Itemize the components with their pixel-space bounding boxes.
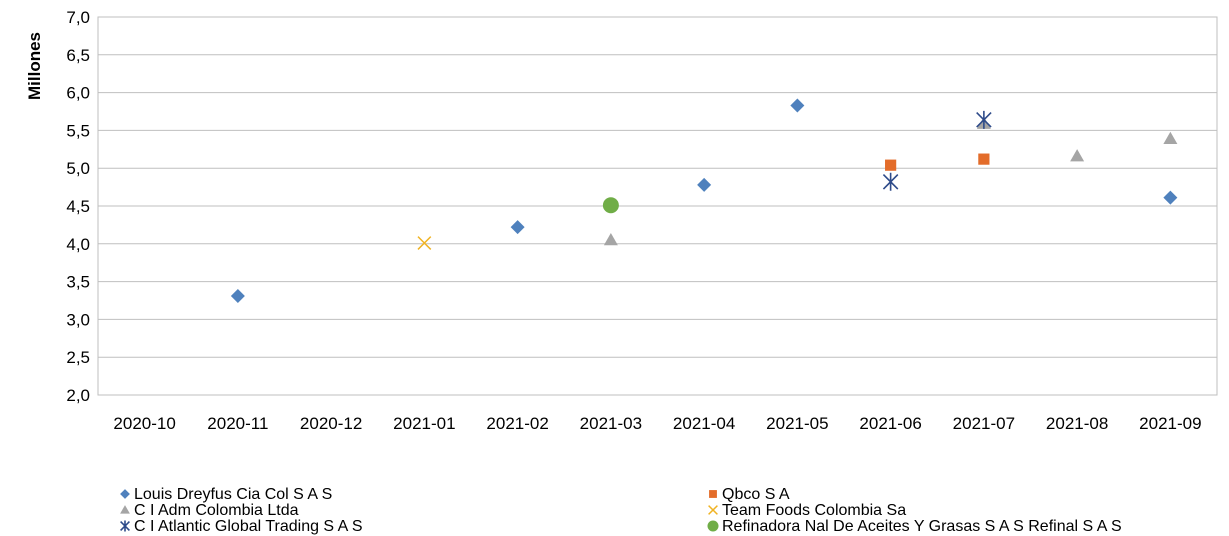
- legend-item: Qbco S A: [706, 486, 790, 504]
- legend-item: Louis Dreyfus Cia Col S A S: [118, 486, 332, 504]
- legend-label: Qbco S A: [722, 486, 790, 503]
- legend-item: Refinadora Nal De Aceites Y Grasas S A S…: [706, 518, 1122, 536]
- y-tick-label: 5,5: [66, 121, 90, 140]
- y-tick-label: 5,0: [66, 159, 90, 178]
- x-tick-label: 2021-04: [673, 414, 735, 433]
- data-point-x: [417, 236, 432, 250]
- data-point-diamond: [697, 177, 712, 192]
- legend-marker-square: [709, 490, 717, 498]
- legend-symbol: [708, 505, 718, 515]
- x-tick-label: 2021-03: [580, 414, 642, 433]
- y-tick-label: 6,0: [66, 84, 90, 103]
- legend-item: C I Adm Colombia Ltda: [118, 502, 299, 520]
- x-tick-label: 2021-06: [859, 414, 921, 433]
- y-tick-label: 4,0: [66, 235, 90, 254]
- data-points: [230, 98, 1178, 303]
- legend-label: Refinadora Nal De Aceites Y Grasas S A S…: [722, 518, 1122, 535]
- legend-marker-diamond: [120, 489, 130, 499]
- data-point-circle: [602, 197, 619, 214]
- legend-marker-star: [120, 520, 130, 532]
- x-axis-ticks: 2020-10 2020-11 2020-12 2021-01 2021-02 2021-…: [113, 414, 1201, 433]
- legend-item: C I Atlantic Global Trading S A S: [118, 518, 363, 536]
- data-point-triangle: [1070, 149, 1085, 162]
- data-point-star: [882, 172, 899, 191]
- x-tick-label: 2021-05: [766, 414, 828, 433]
- legend-label: C I Adm Colombia Ltda: [134, 502, 299, 519]
- y-tick-label: 2,5: [66, 348, 90, 367]
- y-tick-label: 7,0: [66, 8, 90, 27]
- legend-marker-triangle: [120, 505, 130, 514]
- plot-area: [97, 16, 1218, 396]
- legend-symbol: [120, 520, 130, 532]
- x-tick-label: 2021-07: [953, 414, 1015, 433]
- legend-symbol: [120, 505, 130, 514]
- gridlines: [97, 16, 1218, 396]
- y-axis-ticks: 2,0 2,5 3,0 3,5 4,0 4,5 5,0 5,5 6,0 6,5 7,0: [66, 8, 90, 405]
- data-point-triangle: [603, 233, 618, 246]
- x-tick-label: 2021-08: [1046, 414, 1108, 433]
- data-point-diamond: [790, 98, 805, 113]
- data-point-star: [976, 110, 992, 129]
- y-tick-label: 3,0: [66, 310, 90, 329]
- data-point-diamond: [1163, 190, 1178, 205]
- data-point-square: [978, 153, 990, 165]
- legend-label: C I Atlantic Global Trading S A S: [134, 518, 363, 535]
- y-axis-label: Millones: [25, 32, 44, 100]
- legend-label: Team Foods Colombia Sa: [722, 502, 907, 519]
- x-tick-label: 2020-12: [300, 414, 362, 433]
- legend-label: Louis Dreyfus Cia Col S A S: [134, 486, 333, 503]
- y-tick-label: 4,5: [66, 197, 90, 216]
- x-tick-label: 2021-01: [393, 414, 455, 433]
- legend-symbol: [709, 490, 717, 498]
- y-tick-label: 6,5: [66, 46, 90, 65]
- legend-marker-x: [708, 505, 718, 515]
- data-point-diamond: [510, 220, 525, 235]
- data-point-triangle: [1163, 131, 1178, 144]
- scatter-chart: 2,0 2,5 3,0 3,5 4,0 4,5 5,0 5,5 6,0 6,5 7,0 2020-1…: [25, 8, 1218, 433]
- x-tick-label: 2020-11: [207, 414, 268, 433]
- y-tick-label: 2,0: [66, 386, 90, 405]
- data-point-diamond: [230, 288, 245, 303]
- legend-marker-circle: [707, 520, 719, 532]
- legend: Louis Dreyfus Cia Col S A S Qbco S A C I A…: [118, 486, 1218, 536]
- legend-symbol: [120, 489, 130, 499]
- y-tick-label: 3,5: [66, 273, 90, 292]
- x-tick-label: 2021-02: [486, 414, 548, 433]
- legend-symbol: [707, 520, 719, 532]
- x-tick-label: 2021-09: [1139, 414, 1201, 433]
- x-tick-label: 2020-10: [113, 414, 175, 433]
- data-point-square: [885, 159, 897, 171]
- legend-item: Team Foods Colombia Sa: [706, 502, 906, 520]
